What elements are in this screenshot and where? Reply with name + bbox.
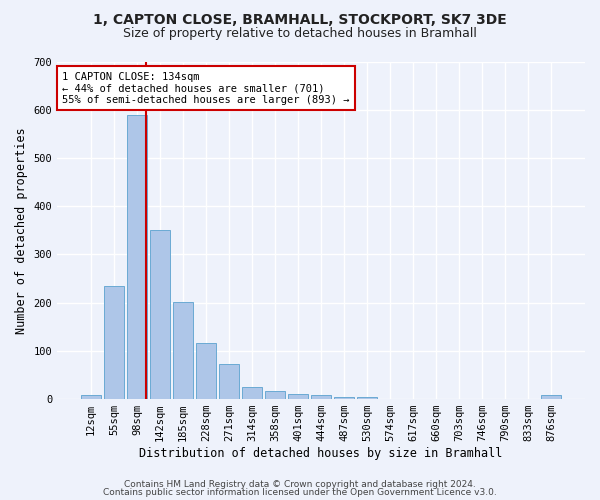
Bar	[81, 395, 101, 399]
Bar	[358, 396, 377, 399]
Bar	[104, 286, 124, 399]
Y-axis label: Number of detached properties: Number of detached properties	[15, 127, 28, 334]
X-axis label: Distribution of detached houses by size in Bramhall: Distribution of detached houses by size …	[139, 447, 503, 460]
Bar	[196, 342, 216, 399]
Text: Size of property relative to detached houses in Bramhall: Size of property relative to detached ho…	[123, 28, 477, 40]
Text: Contains HM Land Registry data © Crown copyright and database right 2024.: Contains HM Land Registry data © Crown c…	[124, 480, 476, 489]
Bar	[265, 391, 285, 399]
Text: 1, CAPTON CLOSE, BRAMHALL, STOCKPORT, SK7 3DE: 1, CAPTON CLOSE, BRAMHALL, STOCKPORT, SK…	[93, 12, 507, 26]
Bar	[127, 114, 147, 399]
Bar	[219, 364, 239, 399]
Text: Contains public sector information licensed under the Open Government Licence v3: Contains public sector information licen…	[103, 488, 497, 497]
Bar	[311, 394, 331, 399]
Bar	[150, 230, 170, 399]
Bar	[288, 394, 308, 399]
Bar	[242, 387, 262, 399]
Bar	[334, 396, 354, 399]
Bar	[541, 395, 561, 399]
Text: 1 CAPTON CLOSE: 134sqm
← 44% of detached houses are smaller (701)
55% of semi-de: 1 CAPTON CLOSE: 134sqm ← 44% of detached…	[62, 72, 350, 105]
Bar	[173, 302, 193, 399]
